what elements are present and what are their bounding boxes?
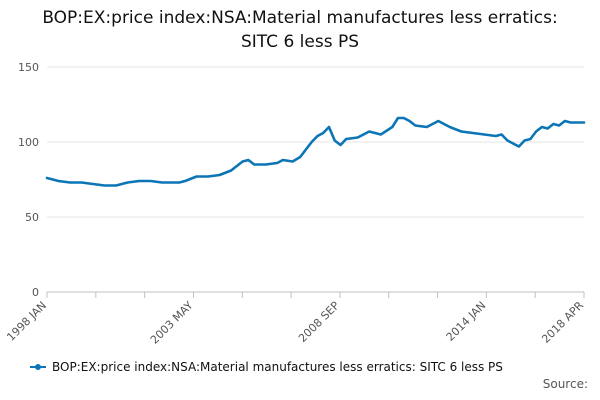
y-axis-ticks: 0 50 100 150 bbox=[18, 61, 39, 299]
legend-line-marker-icon bbox=[30, 362, 46, 372]
y-tick-label: 50 bbox=[25, 211, 39, 224]
x-axis: 1998 JAN 2003 MAY 2008 SEP 2014 JAN 2018 APR bbox=[4, 291, 586, 347]
y-tick-label: 100 bbox=[18, 136, 39, 149]
gridlines bbox=[47, 66, 584, 218]
x-tick-label: 2003 MAY bbox=[148, 299, 196, 347]
legend[interactable]: BOP:EX:price index:NSA:Material manufact… bbox=[30, 360, 590, 374]
series-group bbox=[45, 116, 586, 187]
chart-title: BOP:EX:price index:NSA:Material manufact… bbox=[0, 6, 600, 54]
chart-title-line-2: SITC 6 less PS bbox=[240, 32, 360, 52]
y-tick-label: 0 bbox=[32, 286, 39, 299]
x-tick-label: 1998 JAN bbox=[4, 299, 49, 344]
x-tick-label: 2014 JAN bbox=[444, 299, 489, 344]
y-tick-label: 150 bbox=[18, 61, 39, 74]
source-label: Source: bbox=[542, 377, 588, 391]
x-tick-label: 2018 APR bbox=[539, 299, 586, 346]
series-line[interactable] bbox=[45, 116, 586, 187]
x-tick-label: 2008 SEP bbox=[296, 299, 342, 345]
legend-label: BOP:EX:price index:NSA:Material manufact… bbox=[52, 360, 503, 374]
chart-title-line-1: BOP:EX:price index:NSA:Material manufact… bbox=[42, 8, 558, 28]
